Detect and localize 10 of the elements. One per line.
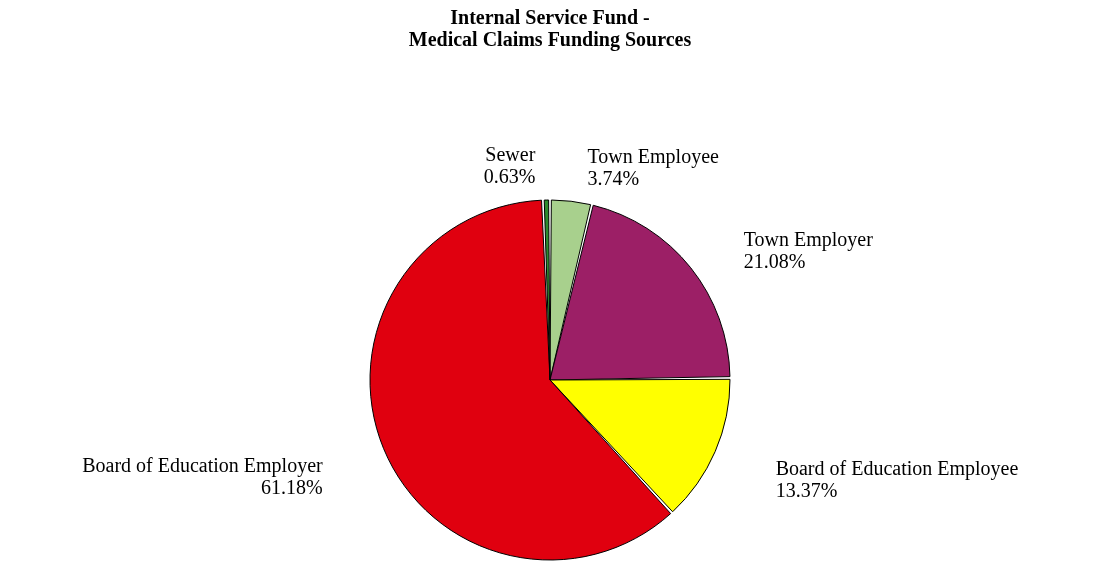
slice-label: Sewer [485, 143, 536, 166]
data-label: 13.37% [775, 479, 838, 502]
slice-label: Board of Education Employer [82, 453, 324, 477]
data-label: 3.74% [587, 166, 640, 189]
slice-label: Town Employee [587, 144, 720, 168]
slice-label: Board of Education Employee [775, 457, 1019, 481]
data-label: 0.63% [483, 165, 536, 188]
data-label: 21.08% [743, 249, 806, 272]
slice-label: Town Employer [743, 227, 874, 251]
chart-title: Internal Service Fund - Medical Claims Funding Sources [408, 6, 692, 52]
